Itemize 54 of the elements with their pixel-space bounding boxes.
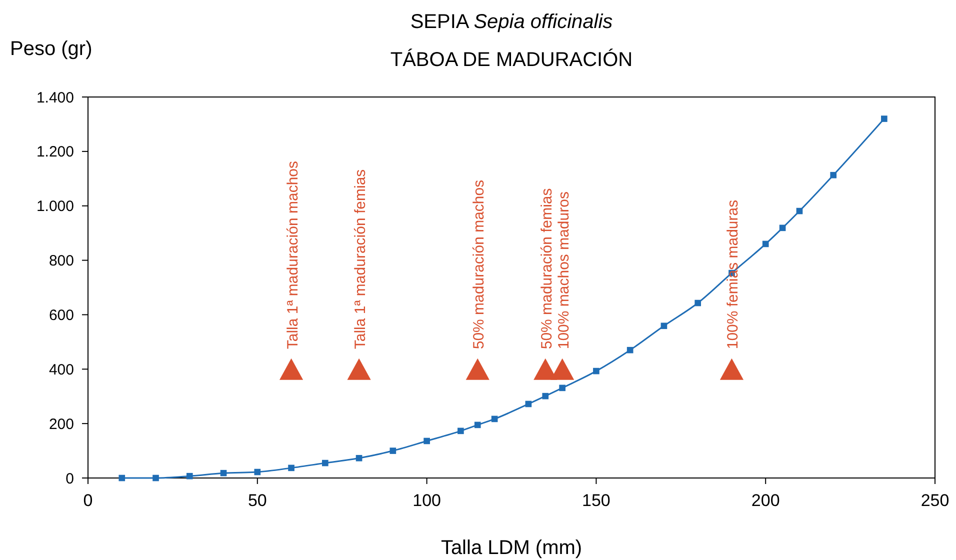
point	[152, 474, 159, 482]
point	[720, 358, 744, 380]
point	[660, 322, 668, 330]
y-tick-label: 1.200	[36, 144, 74, 161]
y-tick-label: 0	[66, 470, 74, 488]
x-tick-label: 250	[920, 491, 950, 510]
x-tick-label: 150	[582, 491, 610, 510]
point	[779, 224, 786, 232]
point	[254, 468, 261, 476]
point	[347, 358, 371, 380]
point	[424, 438, 430, 444]
point	[796, 208, 803, 214]
y-tick-label: 1.000	[36, 198, 74, 216]
x-tick-label: 200	[751, 491, 780, 510]
point	[356, 454, 362, 462]
point	[322, 460, 328, 466]
x-axis-title: Talla LDM (mm)	[440, 537, 582, 559]
point	[559, 384, 566, 392]
chart-title: SEPIA Sepia officinalis	[410, 11, 613, 33]
annotation: 50% maduración machos	[470, 180, 488, 350]
point	[525, 400, 532, 408]
point	[186, 472, 193, 480]
x-tick-label: 0	[83, 491, 93, 510]
y-tick-label: 1.400	[36, 89, 74, 106]
point	[390, 448, 396, 454]
annotation: Talla 1ª maduración machos	[284, 160, 302, 350]
point	[491, 416, 498, 422]
point	[288, 464, 294, 472]
point	[220, 470, 227, 476]
y-axis-title: Peso (gr)	[10, 38, 92, 60]
y-tick-label: 200	[48, 416, 74, 433]
point	[279, 358, 304, 380]
annotation: 50% maduración femias	[538, 188, 556, 350]
point	[593, 368, 600, 374]
annotation: Talla 1ª maduración femias	[352, 169, 370, 350]
y-tick-label: 800	[48, 252, 74, 270]
point	[626, 346, 634, 354]
y-tick-label: 600	[48, 306, 74, 324]
y-tick-label: 400	[48, 361, 74, 378]
point	[881, 116, 888, 122]
x-tick-label: 100	[412, 491, 441, 510]
point	[118, 474, 126, 482]
point	[830, 172, 837, 178]
point	[466, 358, 490, 380]
annotation: 100% machos maduros	[555, 192, 572, 350]
x-tick-label: 50	[248, 491, 267, 510]
point	[694, 300, 702, 306]
annotation: 100% femias maduras	[724, 200, 742, 350]
point	[542, 392, 549, 400]
point	[762, 240, 769, 248]
point	[458, 428, 464, 434]
chart-subtitle: TÁBOA DE MADURACIÓN	[390, 48, 633, 71]
point	[550, 358, 574, 380]
point	[474, 422, 481, 428]
